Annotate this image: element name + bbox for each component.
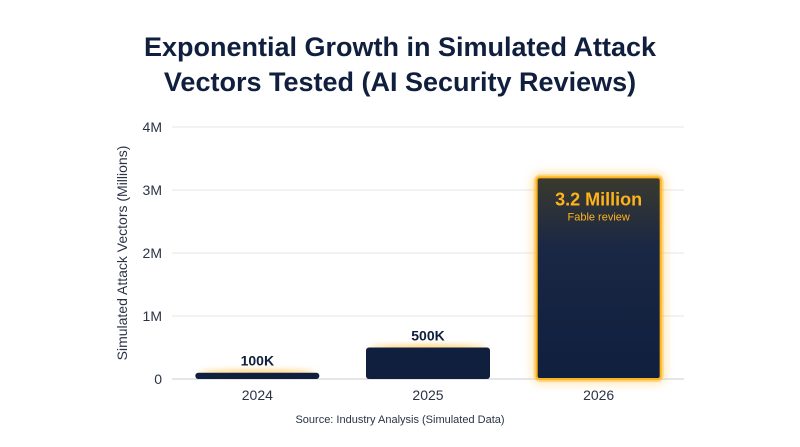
data-label: 100K [241,353,274,369]
x-tick-label: 2026 [583,387,614,403]
y-axis-label: Simulated Attack Vectors (Millions) [114,146,130,361]
chart-title-line-1: Exponential Growth in Simulated Attack [143,32,657,62]
y-tick-label: 4M [143,119,162,135]
y-tick-label: 2M [143,245,162,261]
source-note: Source: Industry Analysis (Simulated Dat… [295,414,505,426]
data-sublabel: Fable review [567,211,629,223]
bar [366,347,490,379]
y-tick-label: 0 [154,371,162,387]
x-tick-label: 2025 [412,387,443,403]
chart-title: Exponential Growth in Simulated Attack V… [0,30,800,100]
data-label: 3.2 Million [555,189,642,209]
bar [195,372,320,379]
y-tick-label: 3M [143,182,162,198]
x-tick-label: 2024 [242,387,273,403]
data-label: 500K [411,328,444,344]
bar [535,176,662,380]
y-tick-label: 1M [143,308,162,324]
chart-title-line-2: Vectors Tested (AI Security Reviews) [163,67,637,97]
